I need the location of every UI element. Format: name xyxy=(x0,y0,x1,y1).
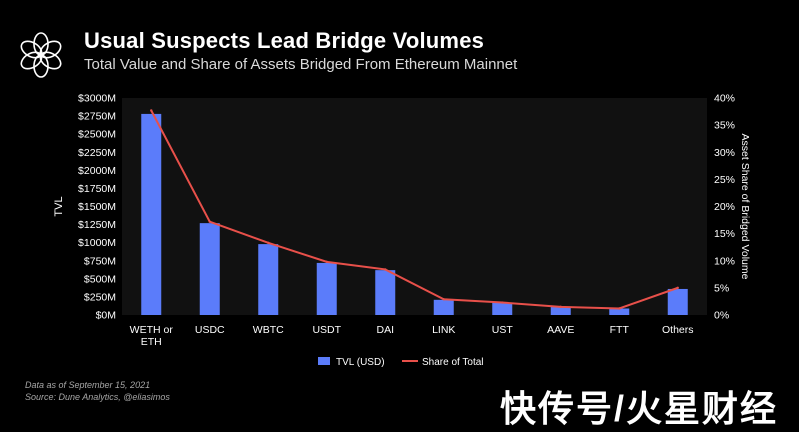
y-tick-label: $250M xyxy=(84,291,116,303)
y-tick-label: $3000M xyxy=(78,93,116,105)
y-tick-label: $0M xyxy=(96,310,116,322)
chart-subtitle: Total Value and Share of Assets Bridged … xyxy=(84,56,518,73)
share-point xyxy=(384,268,387,271)
share-point xyxy=(618,307,621,310)
bar xyxy=(375,270,396,315)
legend-label-share: Share of Total xyxy=(422,357,484,368)
flower-ring-icon xyxy=(20,32,62,78)
legend-label-tvl: TVL (USD) xyxy=(336,357,385,368)
share-point xyxy=(208,220,211,223)
y2-tick-label: 10% xyxy=(714,255,735,267)
share-line xyxy=(150,110,679,310)
bar xyxy=(609,308,630,315)
x-tick-label: WETH or ETH xyxy=(130,324,174,348)
y2-tick-label: 0% xyxy=(714,310,729,322)
y2-tick-label: 20% xyxy=(714,201,735,213)
y-tick-label: $2000M xyxy=(78,165,116,177)
share-point xyxy=(150,109,153,112)
y2-axis-title: Asset Share of Bridged Volume xyxy=(739,134,751,280)
y-tick-label: $2250M xyxy=(78,147,116,159)
x-tick-label: USDT xyxy=(312,324,341,336)
x-tick-label: LINK xyxy=(432,324,455,336)
y-tick-label: $500M xyxy=(84,273,116,285)
y-tick-label: $2500M xyxy=(78,129,116,141)
y2-tick-label: 40% xyxy=(714,93,735,105)
data-date-note: Data as of September 15, 2021 xyxy=(25,380,151,390)
bar xyxy=(667,288,688,315)
x-tick-label: UST xyxy=(492,324,514,336)
share-point xyxy=(559,305,562,309)
bar xyxy=(492,302,513,315)
bar xyxy=(316,262,337,315)
bar xyxy=(141,113,162,315)
bar xyxy=(199,223,220,315)
legend-swatch-tvl xyxy=(318,357,330,365)
y2-tick-label: 35% xyxy=(714,120,735,132)
x-tick-label: DAI xyxy=(376,324,394,336)
bar xyxy=(433,299,454,315)
x-tick-label: Others xyxy=(662,324,694,336)
x-tick-label: FTT xyxy=(610,324,630,336)
share-point xyxy=(442,298,445,301)
x-tick-label: WBTC xyxy=(253,324,284,336)
y-tick-label: $1500M xyxy=(78,201,116,213)
y2-tick-label: 15% xyxy=(714,228,735,240)
y-tick-label: $1250M xyxy=(78,219,116,231)
chart-title: Usual Suspects Lead Bridge Volumes xyxy=(84,28,485,53)
share-point xyxy=(267,241,270,245)
share-point xyxy=(325,260,328,264)
y-tick-label: $1750M xyxy=(78,183,116,195)
y-axis-title: TVL xyxy=(53,196,65,216)
watermark: 快传号/火星财经 xyxy=(500,388,779,429)
y-tick-label: $1000M xyxy=(78,237,116,249)
share-point xyxy=(501,301,504,304)
y2-tick-label: 5% xyxy=(714,282,729,294)
bar xyxy=(258,244,279,315)
y2-tick-label: 25% xyxy=(714,174,735,186)
data-source-note: Source: Dune Analytics, @eliasimos xyxy=(25,392,170,402)
bar xyxy=(550,307,571,315)
y2-tick-label: 30% xyxy=(714,147,735,159)
x-tick-label: USDC xyxy=(195,324,225,336)
share-point xyxy=(676,286,679,290)
y-tick-label: $2750M xyxy=(78,111,116,123)
y-tick-label: $750M xyxy=(84,255,116,267)
x-tick-label: AAVE xyxy=(547,324,574,336)
